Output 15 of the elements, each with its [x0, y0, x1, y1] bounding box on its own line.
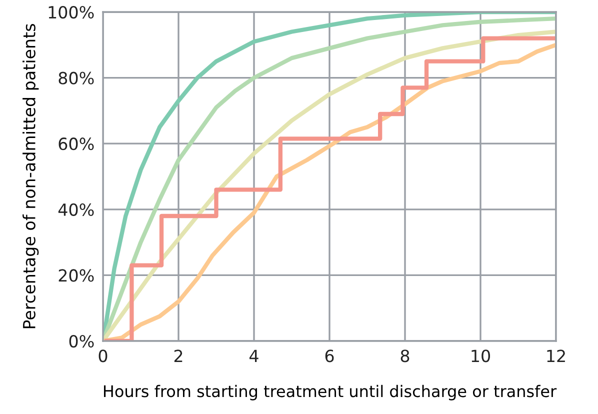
- y-tick-label: 100%: [48, 6, 94, 19]
- x-tick-label: 4: [250, 350, 258, 362]
- x-tick-label: 6: [325, 350, 334, 362]
- x-tick-label: 0: [98, 350, 108, 362]
- y-tick-label: 40%: [58, 203, 94, 216]
- y-tick-label: 80%: [58, 72, 94, 84]
- y-tick-label: 0%: [69, 334, 94, 348]
- y-tick-label: 60%: [58, 138, 94, 150]
- y-tick-label: 20%: [58, 269, 94, 282]
- x-tick-label: 10: [472, 350, 490, 362]
- x-tick-label: 8: [400, 350, 410, 362]
- x-tick-label: 2: [174, 350, 182, 362]
- x-axis-title: Hours from starting treatment until discharge or transfer: [104, 384, 557, 400]
- x-tick-label: 12: [547, 350, 565, 362]
- y-axis-title: Percentage of non-admitted patients: [22, 24, 39, 328]
